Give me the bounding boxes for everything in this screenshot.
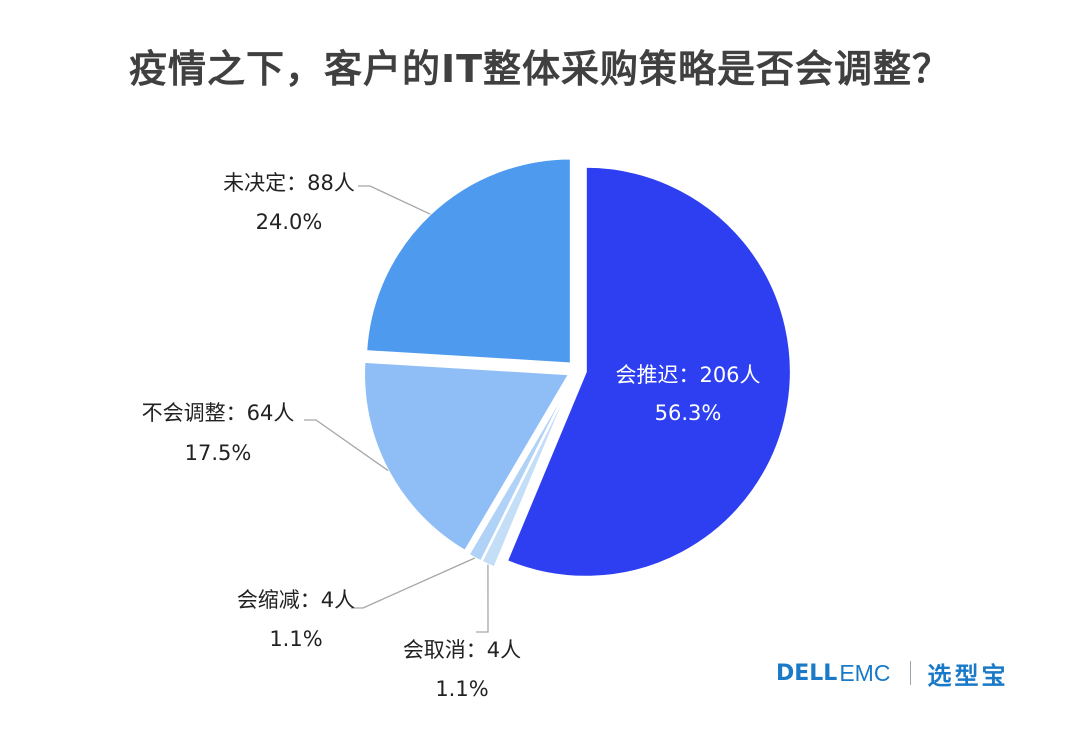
- slice-percent-5: 24.0%: [256, 210, 323, 234]
- pie-slice-4: [363, 360, 571, 553]
- slice-label-4: 不会调整：64人: [142, 401, 295, 425]
- leader-lines: [304, 185, 489, 633]
- slice-percent-4: 17.5%: [185, 441, 252, 465]
- slice-label-5: 未决定：88人: [223, 171, 355, 195]
- brand-logo: DELL EMC 选型宝: [776, 657, 1009, 690]
- pie-slices: [363, 157, 792, 578]
- pie-slice-3: [467, 377, 574, 563]
- chart-title: 疫情之下，客户的IT整体采购策略是否会调整？: [128, 47, 952, 91]
- slice-percent-2: 1.1%: [435, 677, 488, 701]
- pie-slice-5: [365, 157, 572, 365]
- slice-label-1: 会推迟：206人: [615, 363, 760, 387]
- leader-line-2: [476, 564, 489, 633]
- brand-divider: [910, 661, 912, 685]
- dell-logo-text: DELL: [776, 660, 838, 686]
- slice-labels: 会推迟：206人 56.3% 会取消：4人 1.1% 会缩减：4人 1.1% 不会调整：64…: [142, 171, 761, 701]
- xuanxingbao-logo-text: 选型宝: [927, 661, 1009, 690]
- slice-label-3: 会缩减：4人: [237, 588, 355, 612]
- slice-percent-1: 56.3%: [655, 401, 722, 425]
- pie-slice-1: [505, 165, 792, 578]
- slice-percent-3: 1.1%: [269, 627, 322, 651]
- emc-logo-text: EMC: [839, 659, 891, 686]
- leader-line-5: [358, 185, 431, 215]
- leader-line-4: [304, 419, 389, 472]
- leader-line-3: [351, 557, 476, 609]
- slice-label-2: 会取消：4人: [403, 638, 521, 662]
